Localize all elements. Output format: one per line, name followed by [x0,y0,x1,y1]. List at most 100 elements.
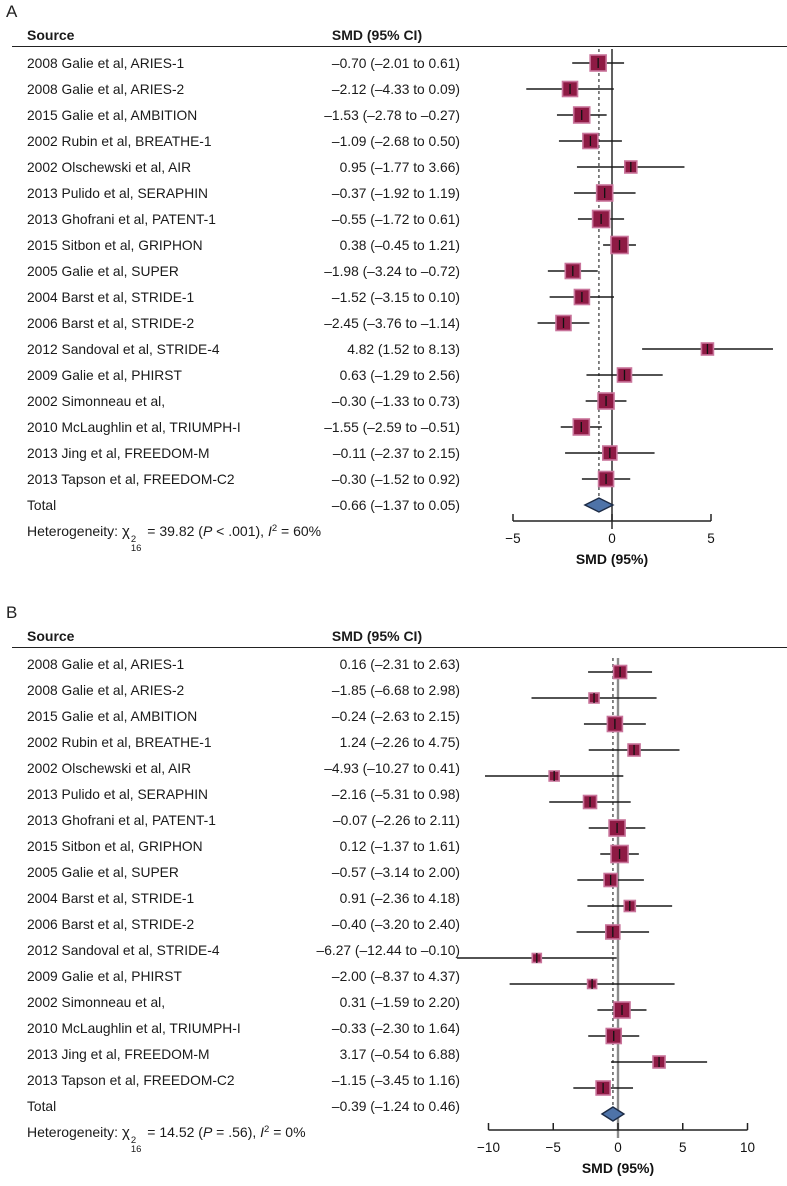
source-label: 2002 Olschewski et al, AIR [27,159,192,175]
source-label: 2015 Sitbon et al, GRIPHON [27,237,203,253]
study-row: 2004 Barst et al, STRIDE-1 –1.52 (–3.15 t… [0,284,460,310]
study-row: 2013 Ghofrani et al, PATENT-1 –0.07 (–2.2… [0,807,460,833]
study-row: 2002 Rubin et al, BREATHE-1 –1.09 (–2.68 … [0,128,460,154]
column-header-source: Source [27,27,75,43]
study-row: 2002 Rubin et al, BREATHE-1 1.24 (–2.26 t… [0,729,460,755]
smd-ci-value: 0.31 (–1.59 to 2.20) [339,994,460,1010]
total-row: Total –0.66 (–1.37 to 0.05) [0,492,460,518]
study-row: 2008 Galie et al, ARIES-1 0.16 (–2.31 to … [0,651,460,677]
smd-ci-value: –1.85 (–6.68 to 2.98) [331,682,460,698]
study-row: 2008 Galie et al, ARIES-2 –1.85 (–6.68 to… [0,677,460,703]
smd-ci-value: –0.07 (–2.26 to 2.11) [332,812,460,828]
study-row: 2002 Simonneau et al, –0.30 (–1.33 to 0.7… [0,388,460,414]
source-label: 2015 Galie et al, AMBITION [27,708,198,724]
panel-letter-b: B [6,603,18,622]
source-label: 2015 Sitbon et al, GRIPHON [27,838,203,854]
study-row: 2006 Barst et al, STRIDE-2 –0.40 (–3.20 t… [0,911,460,937]
source-label: 2008 Galie et al, ARIES-2 [27,81,185,97]
study-row: 2013 Pulido et al, SERAPHIN –2.16 (–5.31 … [0,781,460,807]
study-row: 2015 Galie et al, AMBITION –0.24 (–2.63 t… [0,703,460,729]
chi-sub-sup: 2 16 [130,1135,142,1155]
study-row: 2002 Olschewski et al, AIR –4.93 (–10.27 … [0,755,460,781]
smd-ci-value: –2.45 (–3.76 to –1.14) [324,315,460,331]
source-label: Total [27,1098,57,1114]
x-axis-tick-label: 10 [740,1140,755,1155]
source-label: 2010 McLaughlin et al, TRIUMPH-I [27,1020,241,1036]
table-header: Source SMD (95% CI) [12,625,787,648]
heterogeneity-note: Heterogeneity: χ 2 16 = 14.52 (P = .56), I… [27,1124,306,1155]
smd-ci-value: –2.12 (–4.33 to 0.09) [331,81,460,97]
source-label: 2002 Simonneau et al, [27,994,166,1010]
study-row: 2002 Simonneau et al, 0.31 (–1.59 to 2.20… [0,989,460,1015]
study-row: 2015 Galie et al, AMBITION –1.53 (–2.78 t… [0,102,460,128]
x-axis-tick-label: 0 [608,531,616,546]
smd-ci-value: –1.52 (–3.15 to 0.10) [331,289,460,305]
study-row: 2015 Sitbon et al, GRIPHON 0.38 (–0.45 to… [0,232,460,258]
smd-ci-value: –0.30 (–1.52 to 0.92) [331,471,460,487]
smd-ci-value: 0.16 (–2.31 to 2.63) [339,656,460,672]
column-header-smd-ci: SMD (95% CI) [331,27,423,43]
study-row: 2010 McLaughlin et al, TRIUMPH-I –1.55 (–… [0,414,460,440]
source-label: 2013 Tapson et al, FREEDOM-C2 [27,1072,235,1088]
source-label: 2005 Galie et al, SUPER [27,864,179,880]
column-header-smd-ci: SMD (95% CI) [331,628,423,644]
study-row: 2005 Galie et al, SUPER –0.57 (–3.14 to 2… [0,859,460,885]
source-label: 2004 Barst et al, STRIDE-1 [27,289,195,305]
x-axis-tick-label: −5 [546,1140,561,1155]
smd-ci-value: 0.63 (–1.29 to 2.56) [339,367,460,383]
source-label: 2013 Tapson et al, FREEDOM-C2 [27,471,235,487]
smd-ci-value: –0.55 (–1.72 to 0.61) [331,211,460,227]
i2-symbol: I [267,523,272,539]
chi-symbol: χ [121,523,130,540]
study-row: 2013 Jing et al, FREEDOM-M –0.11 (–2.37 t… [0,440,460,466]
panel-a: A Source SMD (95% CI) 2008 Galie et al, … [0,2,787,567]
study-rows: 2008 Galie et al, ARIES-1 0.16 (–2.31 to … [0,651,460,1119]
source-label: 2013 Ghofrani et al, PATENT-1 [27,812,216,828]
study-row: 2009 Galie et al, PHIRST –2.00 (–8.37 to … [0,963,460,989]
smd-ci-value: 0.91 (–2.36 to 4.18) [339,890,460,906]
source-label: 2010 McLaughlin et al, TRIUMPH-I [27,419,241,435]
chi-symbol: χ [121,1124,130,1141]
source-label: 2002 Rubin et al, BREATHE-1 [27,734,212,750]
source-label: 2013 Pulido et al, SERAPHIN [27,786,208,802]
x-axis-tick-label: −10 [477,1140,500,1155]
smd-ci-value: –6.27 (–12.44 to –0.10) [316,942,460,958]
smd-ci-value: –0.57 (–3.14 to 2.00) [331,864,460,880]
smd-ci-value: –1.15 (–3.45 to 1.16) [331,1072,460,1088]
smd-ci-value: 0.38 (–0.45 to 1.21) [339,237,460,253]
study-row: 2008 Galie et al, ARIES-2 –2.12 (–4.33 to… [0,76,460,102]
smd-ci-value: 4.82 (1.52 to 8.13) [347,341,460,357]
source-label: 2008 Galie et al, ARIES-1 [27,656,185,672]
source-label: 2008 Galie et al, ARIES-1 [27,55,185,71]
smd-ci-value: –0.33 (–2.30 to 1.64) [331,1020,460,1036]
smd-ci-value: –2.00 (–8.37 to 4.37) [331,968,460,984]
smd-ci-value: –0.39 (–1.24 to 0.46) [331,1098,460,1114]
study-row: 2013 Tapson et al, FREEDOM-C2 –1.15 (–3.4… [0,1067,460,1093]
study-row: 2006 Barst et al, STRIDE-2 –2.45 (–3.76 t… [0,310,460,336]
x-axis-title: SMD (95%) [582,1160,654,1176]
smd-ci-value: –2.16 (–5.31 to 0.98) [331,786,460,802]
source-label: 2012 Sandoval et al, STRIDE-4 [27,341,220,357]
panel-b: B Source SMD (95% CI) 2008 Galie et al, … [0,601,787,1183]
x-axis-tick-label: 5 [679,1140,687,1155]
source-label: 2005 Galie et al, SUPER [27,263,179,279]
source-label: 2013 Jing et al, FREEDOM-M [27,1046,210,1062]
smd-ci-value: –0.24 (–2.63 to 2.15) [331,708,460,724]
smd-ci-value: 3.17 (–0.54 to 6.88) [339,1046,460,1062]
study-row: 2012 Sandoval et al, STRIDE-4 –6.27 (–12.… [0,937,460,963]
x-axis-tick-label: 5 [707,531,715,546]
source-label: 2009 Galie et al, PHIRST [27,968,182,984]
study-row: 2015 Sitbon et al, GRIPHON 0.12 (–1.37 to… [0,833,460,859]
source-label: 2006 Barst et al, STRIDE-2 [27,916,195,932]
study-row: 2008 Galie et al, ARIES-1 –0.70 (–2.01 to… [0,50,460,76]
source-label: 2002 Simonneau et al, [27,393,166,409]
het-text: Heterogeneity: [27,1124,122,1140]
smd-ci-value: 0.12 (–1.37 to 1.61) [339,838,460,854]
source-label: 2015 Galie et al, AMBITION [27,107,198,123]
smd-ci-value: –0.37 (–1.92 to 1.19) [331,185,460,201]
source-label: 2004 Barst et al, STRIDE-1 [27,890,195,906]
smd-ci-value: 1.24 (–2.26 to 4.75) [339,734,460,750]
source-label: 2013 Pulido et al, SERAPHIN [27,185,208,201]
source-label: 2013 Ghofrani et al, PATENT-1 [27,211,216,227]
p-symbol: P [202,523,213,539]
